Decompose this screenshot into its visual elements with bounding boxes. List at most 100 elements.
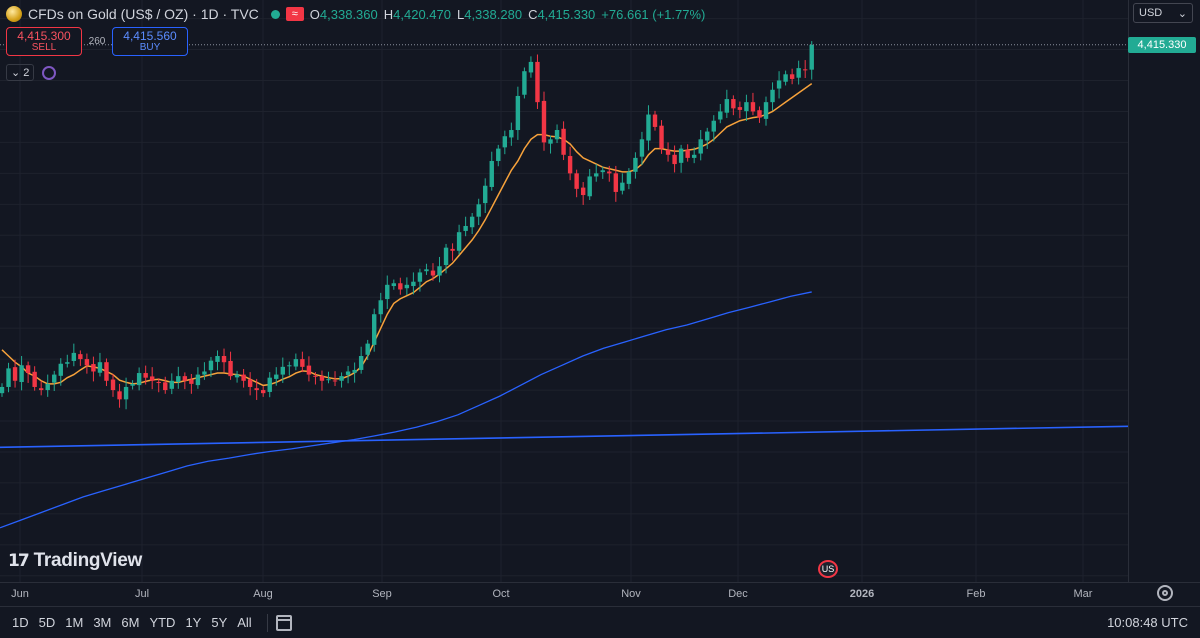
- candle: [332, 371, 338, 387]
- chevron-down-icon: ⌄: [11, 67, 21, 79]
- sell-label: SELL: [31, 41, 57, 53]
- candle: [672, 145, 677, 173]
- candle-body: [358, 356, 364, 370]
- candle-body: [528, 61, 534, 73]
- candle-body: [731, 99, 736, 109]
- candle: [274, 367, 279, 386]
- candle: [306, 356, 312, 382]
- range-6m-button[interactable]: 6M: [121, 615, 140, 630]
- candle-body: [352, 369, 357, 373]
- buy-button[interactable]: 4,415.560 BUY: [112, 27, 188, 56]
- indicator-badge[interactable]: ≈: [285, 7, 304, 21]
- candle-body: [411, 281, 416, 287]
- candle: [718, 104, 723, 124]
- time-tick-label: Jul: [135, 588, 149, 600]
- buy-price: 4,415.560: [123, 28, 177, 43]
- time-axis[interactable]: [0, 582, 1200, 604]
- candle-body: [744, 102, 749, 112]
- range-1m-button[interactable]: 1M: [65, 615, 84, 630]
- candle-body: [802, 69, 808, 71]
- candle: [809, 41, 814, 80]
- range-ytd-button[interactable]: YTD: [149, 615, 176, 630]
- candle-body: [0, 386, 5, 394]
- gear-icon[interactable]: [1157, 585, 1173, 601]
- candle: [600, 166, 605, 179]
- candle: [417, 268, 423, 292]
- candle-body: [750, 102, 756, 112]
- candle-body: [443, 247, 449, 265]
- candle: [567, 146, 573, 181]
- candle: [757, 106, 762, 123]
- range-5d-button[interactable]: 5D: [38, 615, 56, 630]
- candle: [352, 362, 357, 383]
- candle-body: [496, 148, 501, 161]
- candle: [691, 147, 697, 164]
- candle-body: [169, 380, 174, 389]
- utc-clock[interactable]: 10:08:48 UTC: [1107, 615, 1188, 630]
- candle-body: [391, 283, 396, 287]
- candle-body: [149, 376, 155, 381]
- range-1d-button[interactable]: 1D: [12, 615, 29, 630]
- candle-body: [293, 359, 299, 367]
- candle: [770, 82, 775, 111]
- candle: [195, 367, 201, 389]
- candle-body: [770, 89, 775, 103]
- currency-select[interactable]: USD ⌄: [1133, 3, 1193, 23]
- range-3m-button[interactable]: 3M: [93, 615, 112, 630]
- candle-body: [195, 374, 201, 386]
- candle: [84, 353, 90, 374]
- candle: [476, 198, 481, 226]
- range-all-button[interactable]: All: [237, 615, 252, 630]
- candle-body: [685, 149, 690, 158]
- ma-long-line: [0, 425, 1129, 449]
- us-flag-event-icon[interactable]: US: [818, 560, 838, 578]
- candle: [398, 277, 403, 295]
- candle: [365, 339, 370, 361]
- range-1y-button[interactable]: 1Y: [185, 615, 202, 630]
- candle: [19, 356, 24, 391]
- calendar-goto-date-icon[interactable]: [275, 614, 292, 631]
- candle-body: [561, 128, 566, 155]
- candle-body: [84, 359, 90, 366]
- candle-body: [12, 367, 18, 381]
- candle: [65, 354, 70, 368]
- candle: [156, 378, 161, 393]
- candle-body: [91, 364, 96, 372]
- loading-spinner-icon: [42, 65, 57, 80]
- candle-body: [254, 388, 259, 391]
- candle: [287, 361, 292, 376]
- candle: [594, 164, 599, 182]
- candle: [411, 272, 416, 295]
- candle-body: [639, 139, 645, 157]
- candle-body: [476, 204, 481, 217]
- tradingview-logo[interactable]: 17 TradingView: [8, 550, 142, 572]
- candle: [241, 369, 246, 388]
- ma-slow-line: [0, 291, 812, 529]
- candle: [404, 277, 410, 296]
- indicators-collapse-toggle[interactable]: ⌄ 2: [6, 64, 35, 81]
- candle: [25, 361, 31, 383]
- low-key: L: [456, 6, 465, 22]
- spread-value: 260: [88, 36, 106, 47]
- price-axis[interactable]: [1128, 0, 1200, 582]
- symbol-title[interactable]: CFDs on Gold (US$ / OZ) · 1D · TVC: [28, 6, 259, 22]
- candle-body: [763, 102, 769, 119]
- sell-button[interactable]: 4,415.300 SELL: [6, 27, 82, 56]
- candle-body: [215, 356, 220, 362]
- candle-body: [554, 130, 560, 140]
- candle-body: [580, 187, 586, 196]
- candle: [705, 127, 710, 149]
- candle: [443, 243, 449, 274]
- time-tick-label: Dec: [728, 588, 748, 600]
- candle-body: [136, 373, 142, 386]
- range-5y-button[interactable]: 5Y: [211, 615, 228, 630]
- candle-body: [208, 360, 214, 371]
- candle-body: [711, 120, 716, 132]
- candle-body: [469, 216, 475, 228]
- candle-body: [156, 382, 161, 384]
- candle-body: [646, 114, 651, 141]
- time-tick-label: Mar: [1074, 588, 1093, 600]
- candle-body: [234, 374, 240, 378]
- candle: [496, 144, 501, 167]
